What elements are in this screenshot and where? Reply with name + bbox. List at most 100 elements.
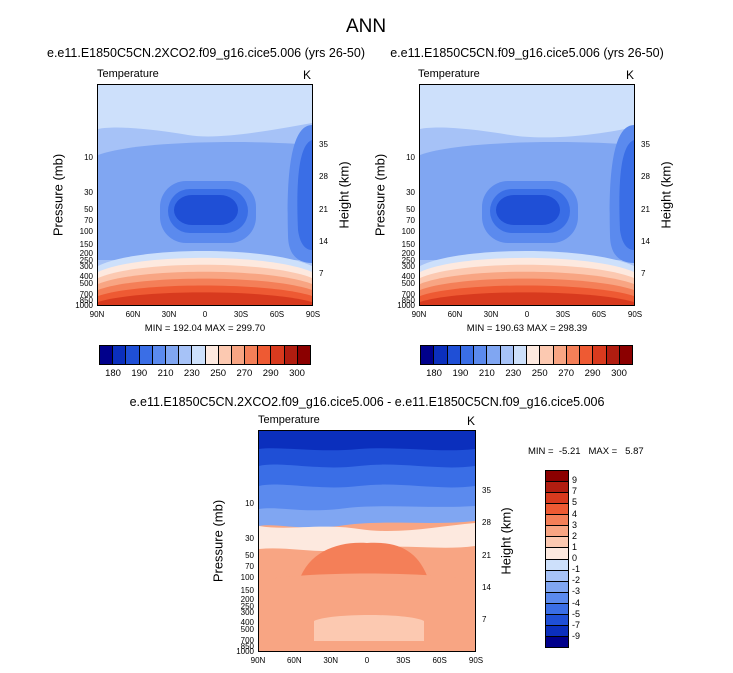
- main-title: ANN: [345, 16, 387, 37]
- panel2-pressure-tick: 850: [401, 295, 415, 305]
- panel3-lat-tick: 0: [364, 656, 370, 665]
- panel3-height-tick: 7: [482, 614, 487, 624]
- panel2-colorbar-label: 230: [505, 368, 522, 379]
- panel2-height-tick: 7: [641, 268, 646, 278]
- panel2-lat-tick: 60S: [591, 310, 607, 319]
- panel1-pressure-tick: 70: [84, 215, 93, 225]
- panel3-colorbar-swatch: [546, 625, 568, 637]
- panel1-colorbar-label: 290: [262, 368, 279, 379]
- contour-polar-colder: [297, 140, 312, 250]
- panel3-pressure-tick: 150: [240, 586, 254, 596]
- panel2-lat-tick: 0: [524, 310, 530, 319]
- panel2-colorbar-swatch: [500, 346, 514, 364]
- panel3-colorbar-label: -2: [572, 575, 581, 586]
- panel3-stats: MIN = -5.21 MAX = 5.87: [528, 446, 644, 457]
- panel3-colorbar-label: 5: [572, 497, 578, 508]
- panel3-colorbar-label: 1: [572, 541, 578, 552]
- panel1-colorbar-swatch: [258, 346, 272, 364]
- panel1-colorbar-swatch: [152, 346, 166, 364]
- panel3-lat-tick: 90S: [468, 656, 484, 665]
- panel1-contours: [98, 85, 312, 305]
- panel1-colorbar-swatch: [297, 346, 310, 364]
- panel2-lat-tick: 90S: [627, 310, 643, 319]
- panel3-colorbar-swatch: [546, 592, 568, 604]
- panel2-colorbar-swatch: [553, 346, 567, 364]
- panel3-lat-tick: 60N: [286, 656, 302, 665]
- panel3-colorbar-swatch: [546, 581, 568, 593]
- panel2-pressure-tick: 50: [406, 204, 415, 214]
- panel2-colorbar-label: 290: [584, 368, 601, 379]
- panel1-colorbar-label: 270: [236, 368, 253, 379]
- panel2-pressure-tick: 400: [401, 271, 415, 281]
- panel1-lat-tick: 0: [202, 310, 208, 319]
- panel2-colorbar-swatch: [566, 346, 580, 364]
- panel2-height-tick: 28: [641, 172, 650, 182]
- panel2-pressure-tick: 250: [401, 256, 415, 266]
- panel1-colorbar: [99, 345, 311, 365]
- panel2-units: K: [626, 68, 635, 82]
- panel1-height-tick: 14: [319, 236, 328, 246]
- panel3-height-tick: 21: [482, 550, 491, 560]
- panel2-lat-tick: 60N: [447, 310, 463, 319]
- panel1-colorbar-label: 230: [183, 368, 200, 379]
- panel2-colorbar-label: 190: [452, 368, 469, 379]
- panel2-colorbar-swatch: [513, 346, 527, 364]
- panel1-colorbar-label: 250: [210, 368, 227, 379]
- panel1-plot-area: [97, 84, 313, 306]
- panel3-pressure-tick: 250: [240, 602, 254, 612]
- panel1-pressure-tick: 100: [79, 227, 93, 236]
- panel1-height-tick: 21: [319, 204, 328, 214]
- contour-warm-layer: [420, 292, 634, 305]
- panel3-colorbar-label: -9: [572, 630, 581, 641]
- panel2-colorbar-swatch: [593, 346, 607, 364]
- panel2-plot-area: [419, 84, 635, 306]
- panel3-lat-tick: 60S: [432, 656, 447, 665]
- panel1-lat-tick: 60N: [125, 310, 141, 319]
- panel3-colorbar-label: 0: [572, 553, 578, 563]
- panel1-stats: MIN = 192.04 MAX = 299.70: [144, 323, 266, 334]
- contour-upper-band: [98, 85, 312, 137]
- panel3-colorbar-label: 2: [572, 530, 578, 541]
- panel2-pressure-tick: 300: [401, 262, 415, 272]
- panel1-title: e.e11.E1850C5CN.2XCO2.f09_g16.cice5.006 …: [46, 46, 366, 60]
- panel1-colorbar-swatch: [205, 346, 219, 364]
- panel2-colorbar-label: 210: [478, 368, 495, 379]
- panel2-stats: MIN = 190.63 MAX = 298.39: [466, 323, 588, 334]
- panel2-colorbar-swatch: [421, 346, 435, 364]
- panel3-pressure-tick: 500: [240, 624, 254, 634]
- panel3-colorbar-swatch: [546, 603, 568, 615]
- panel2-pressure-tick: 150: [401, 240, 415, 250]
- panel3-pressure-tick: 70: [245, 561, 254, 571]
- panel1-pressure-tick: 1000: [75, 301, 93, 310]
- panel1-height-tick: 35: [319, 140, 328, 150]
- panel1-colorbar-swatch: [192, 346, 206, 364]
- panel1-colorbar-swatch: [100, 346, 114, 364]
- panel2-colorbar-label: 300: [611, 368, 627, 379]
- panel2-colorbar-swatch: [460, 346, 474, 364]
- panel3-pressure-tick: 10: [245, 499, 254, 508]
- panel1-colorbar-swatch: [139, 346, 153, 364]
- contour-tropopause-core-center: [496, 195, 560, 225]
- panel3-pressure-tick: 400: [240, 617, 254, 627]
- panel1-pressure-tick: 500: [79, 278, 93, 288]
- panel3-lat-tick: 30N: [323, 656, 338, 665]
- panel1-height-tick: 28: [319, 172, 328, 182]
- panel1-lat-tick: 30S: [233, 310, 249, 319]
- panel2-contours: [420, 85, 634, 305]
- panel1-colorbar-swatch: [179, 346, 193, 364]
- panel3-colorbar-label: -7: [572, 619, 581, 630]
- panel2-lat-tick: 90N: [411, 310, 427, 319]
- panel1-pressure-tick: 50: [84, 204, 93, 214]
- panel3-units: K: [467, 414, 476, 428]
- panel3-colorbar-label: 9: [572, 475, 578, 486]
- panel3-ylabel-left: Pressure (mb): [210, 499, 226, 583]
- panel1-lat-tick: 60S: [269, 310, 285, 319]
- panel1-pressure-tick: 700: [79, 289, 93, 299]
- panel1-pressure-tick: 300: [79, 262, 93, 272]
- diff-cool-5: [259, 431, 475, 451]
- panel3-height-tick: 14: [482, 582, 491, 592]
- panel3-plot-area: [258, 430, 476, 652]
- panel3-colorbar-label: -3: [572, 586, 581, 597]
- panel3-pressure-tick: 850: [240, 641, 254, 651]
- panel3-pressure-tick: 30: [245, 534, 254, 544]
